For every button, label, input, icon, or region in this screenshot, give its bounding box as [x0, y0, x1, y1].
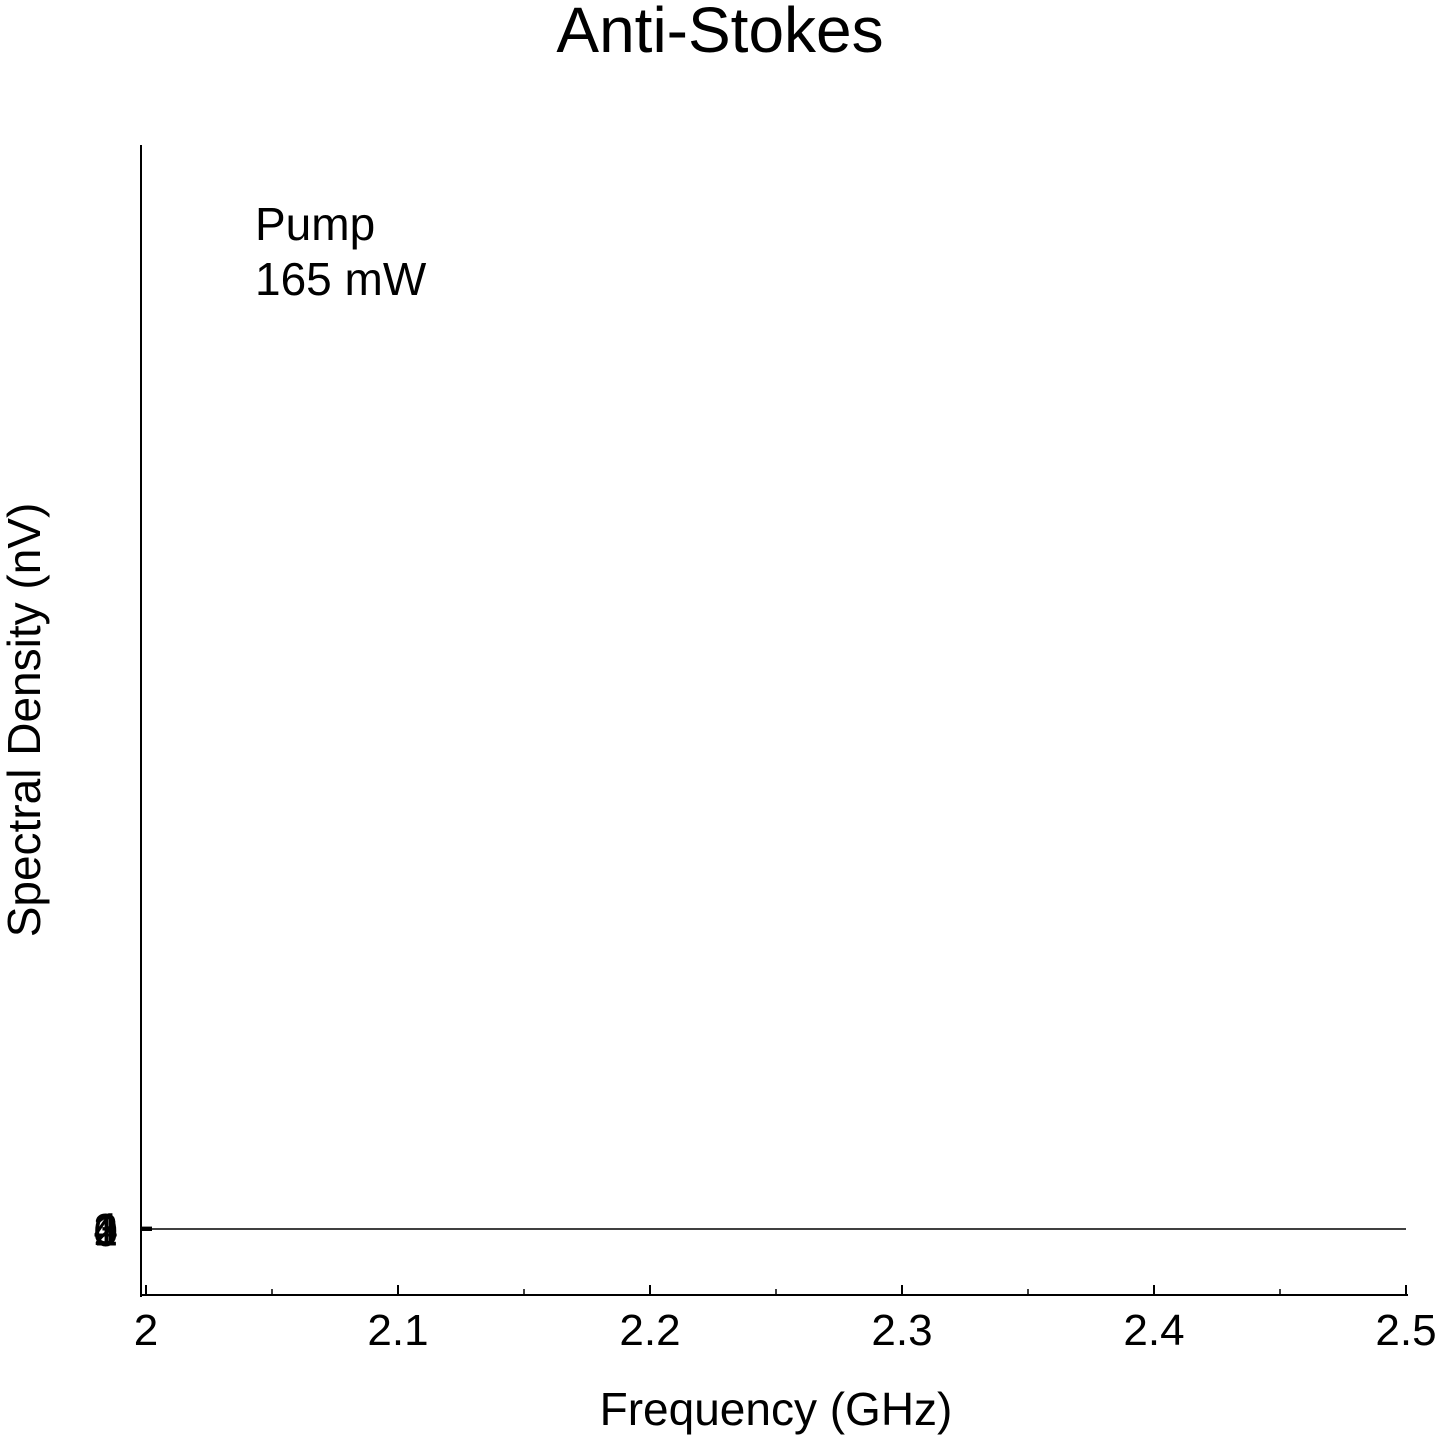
x-tick-label: 2.3 [871, 1306, 932, 1355]
x-axis-label: Frequency (GHz) [600, 1383, 953, 1435]
x-tick-label: 2.2 [619, 1306, 680, 1355]
plot-frame [140, 145, 1408, 1297]
y-tick-label: 1 [94, 1206, 118, 1255]
y-tick-label: 0 [94, 1207, 118, 1256]
x-tick-label: 2.4 [1123, 1306, 1184, 1355]
y-tick-label: 3 [94, 1205, 118, 1254]
chart-title: Anti-Stokes [556, 0, 883, 66]
x-tick-label: 2 [134, 1306, 158, 1355]
x-tick-label: 2.5 [1375, 1306, 1436, 1355]
annotation-line-1: Pump [255, 198, 375, 250]
y-tick-label: 4 [94, 1205, 118, 1254]
y-tick-label: 2 [94, 1206, 118, 1255]
x-ticks: 2 2.1 2.2 2.3 2.4 2.5 [134, 1285, 1437, 1355]
x-tick-label: 2.1 [367, 1306, 428, 1355]
y-axis-label: Spectral Density (nV) [0, 503, 50, 938]
annotation-line-2: 165 mW [255, 253, 427, 305]
